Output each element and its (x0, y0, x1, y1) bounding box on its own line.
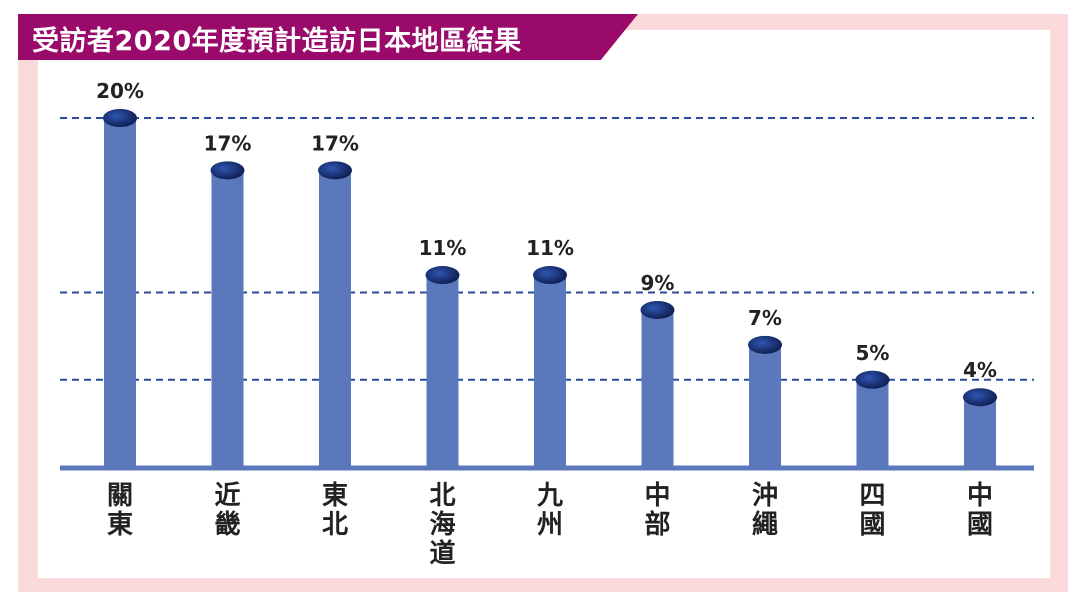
bar-cap-0 (103, 109, 137, 127)
category-label-0: 關東 (106, 481, 133, 540)
category-label-6: 沖繩 (751, 481, 778, 540)
bar-8 (964, 397, 996, 467)
bar-0 (104, 118, 136, 467)
bar-1 (211, 170, 244, 467)
value-label-3: 11% (419, 236, 467, 260)
category-label-1: 近畿 (214, 481, 241, 540)
bar-4 (534, 275, 566, 467)
category-label-3: 北海道 (429, 481, 456, 569)
bar-7 (856, 379, 889, 467)
category-label-4: 九州 (536, 481, 563, 540)
bar-cap-4 (533, 266, 567, 285)
value-label-6: 7% (748, 306, 782, 330)
category-label-5: 中部 (644, 481, 671, 540)
bar-cap-3 (425, 266, 460, 285)
value-label-8: 4% (963, 358, 997, 382)
bar-5 (641, 309, 674, 467)
category-label-2: 東北 (321, 481, 348, 540)
value-label-5: 9% (641, 271, 675, 295)
bar-cap-2 (318, 161, 352, 180)
bar-cap-1 (210, 161, 245, 180)
value-label-1: 17% (204, 131, 252, 155)
bar-cap-8 (963, 388, 997, 407)
bar-2 (319, 170, 351, 467)
bar-cap-5 (640, 300, 675, 319)
title-banner (18, 14, 638, 60)
chart-title: 受訪者2020年度預計造訪日本地區結果 (32, 26, 522, 57)
bar-6 (749, 344, 781, 467)
value-label-2: 17% (311, 131, 359, 155)
category-label-8: 中國 (966, 481, 993, 540)
value-label-0: 20% (96, 79, 144, 103)
bar-cap-7 (855, 370, 890, 389)
bar-cap-6 (748, 335, 782, 354)
value-label-4: 11% (526, 236, 574, 260)
category-label-7: 四國 (859, 481, 886, 540)
bar-3 (426, 275, 459, 467)
value-label-7: 5% (856, 341, 890, 365)
